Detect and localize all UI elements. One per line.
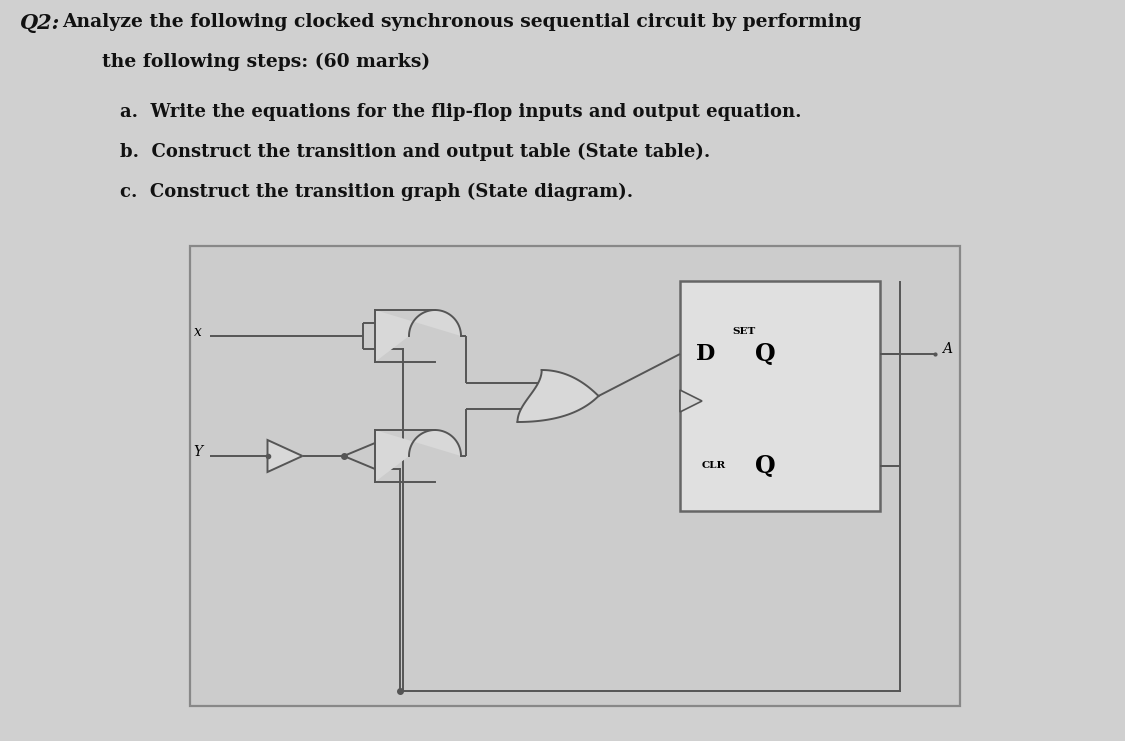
Text: c.  Construct the transition graph (State diagram).: c. Construct the transition graph (State… xyxy=(120,183,633,202)
Text: the following steps: (60 marks): the following steps: (60 marks) xyxy=(102,53,430,71)
Polygon shape xyxy=(375,430,461,482)
Text: Q: Q xyxy=(755,454,775,478)
Text: Q2:: Q2: xyxy=(20,13,61,33)
Polygon shape xyxy=(680,390,702,412)
Text: SET: SET xyxy=(732,328,755,336)
Text: CLR: CLR xyxy=(702,462,727,471)
Bar xyxy=(680,281,880,511)
Bar xyxy=(190,246,960,706)
Text: Analyze the following clocked synchronous sequential circuit by performing: Analyze the following clocked synchronou… xyxy=(62,13,862,31)
Text: A: A xyxy=(942,342,952,356)
Text: Y: Y xyxy=(192,445,202,459)
Polygon shape xyxy=(518,370,598,422)
Text: x: x xyxy=(195,325,202,339)
Text: b.  Construct the transition and output table (State table).: b. Construct the transition and output t… xyxy=(120,143,710,162)
Polygon shape xyxy=(375,310,461,362)
Text: Q: Q xyxy=(755,342,775,366)
Text: a.  Write the equations for the flip-flop inputs and output equation.: a. Write the equations for the flip-flop… xyxy=(120,103,801,121)
Text: D: D xyxy=(696,343,716,365)
Polygon shape xyxy=(268,440,303,472)
